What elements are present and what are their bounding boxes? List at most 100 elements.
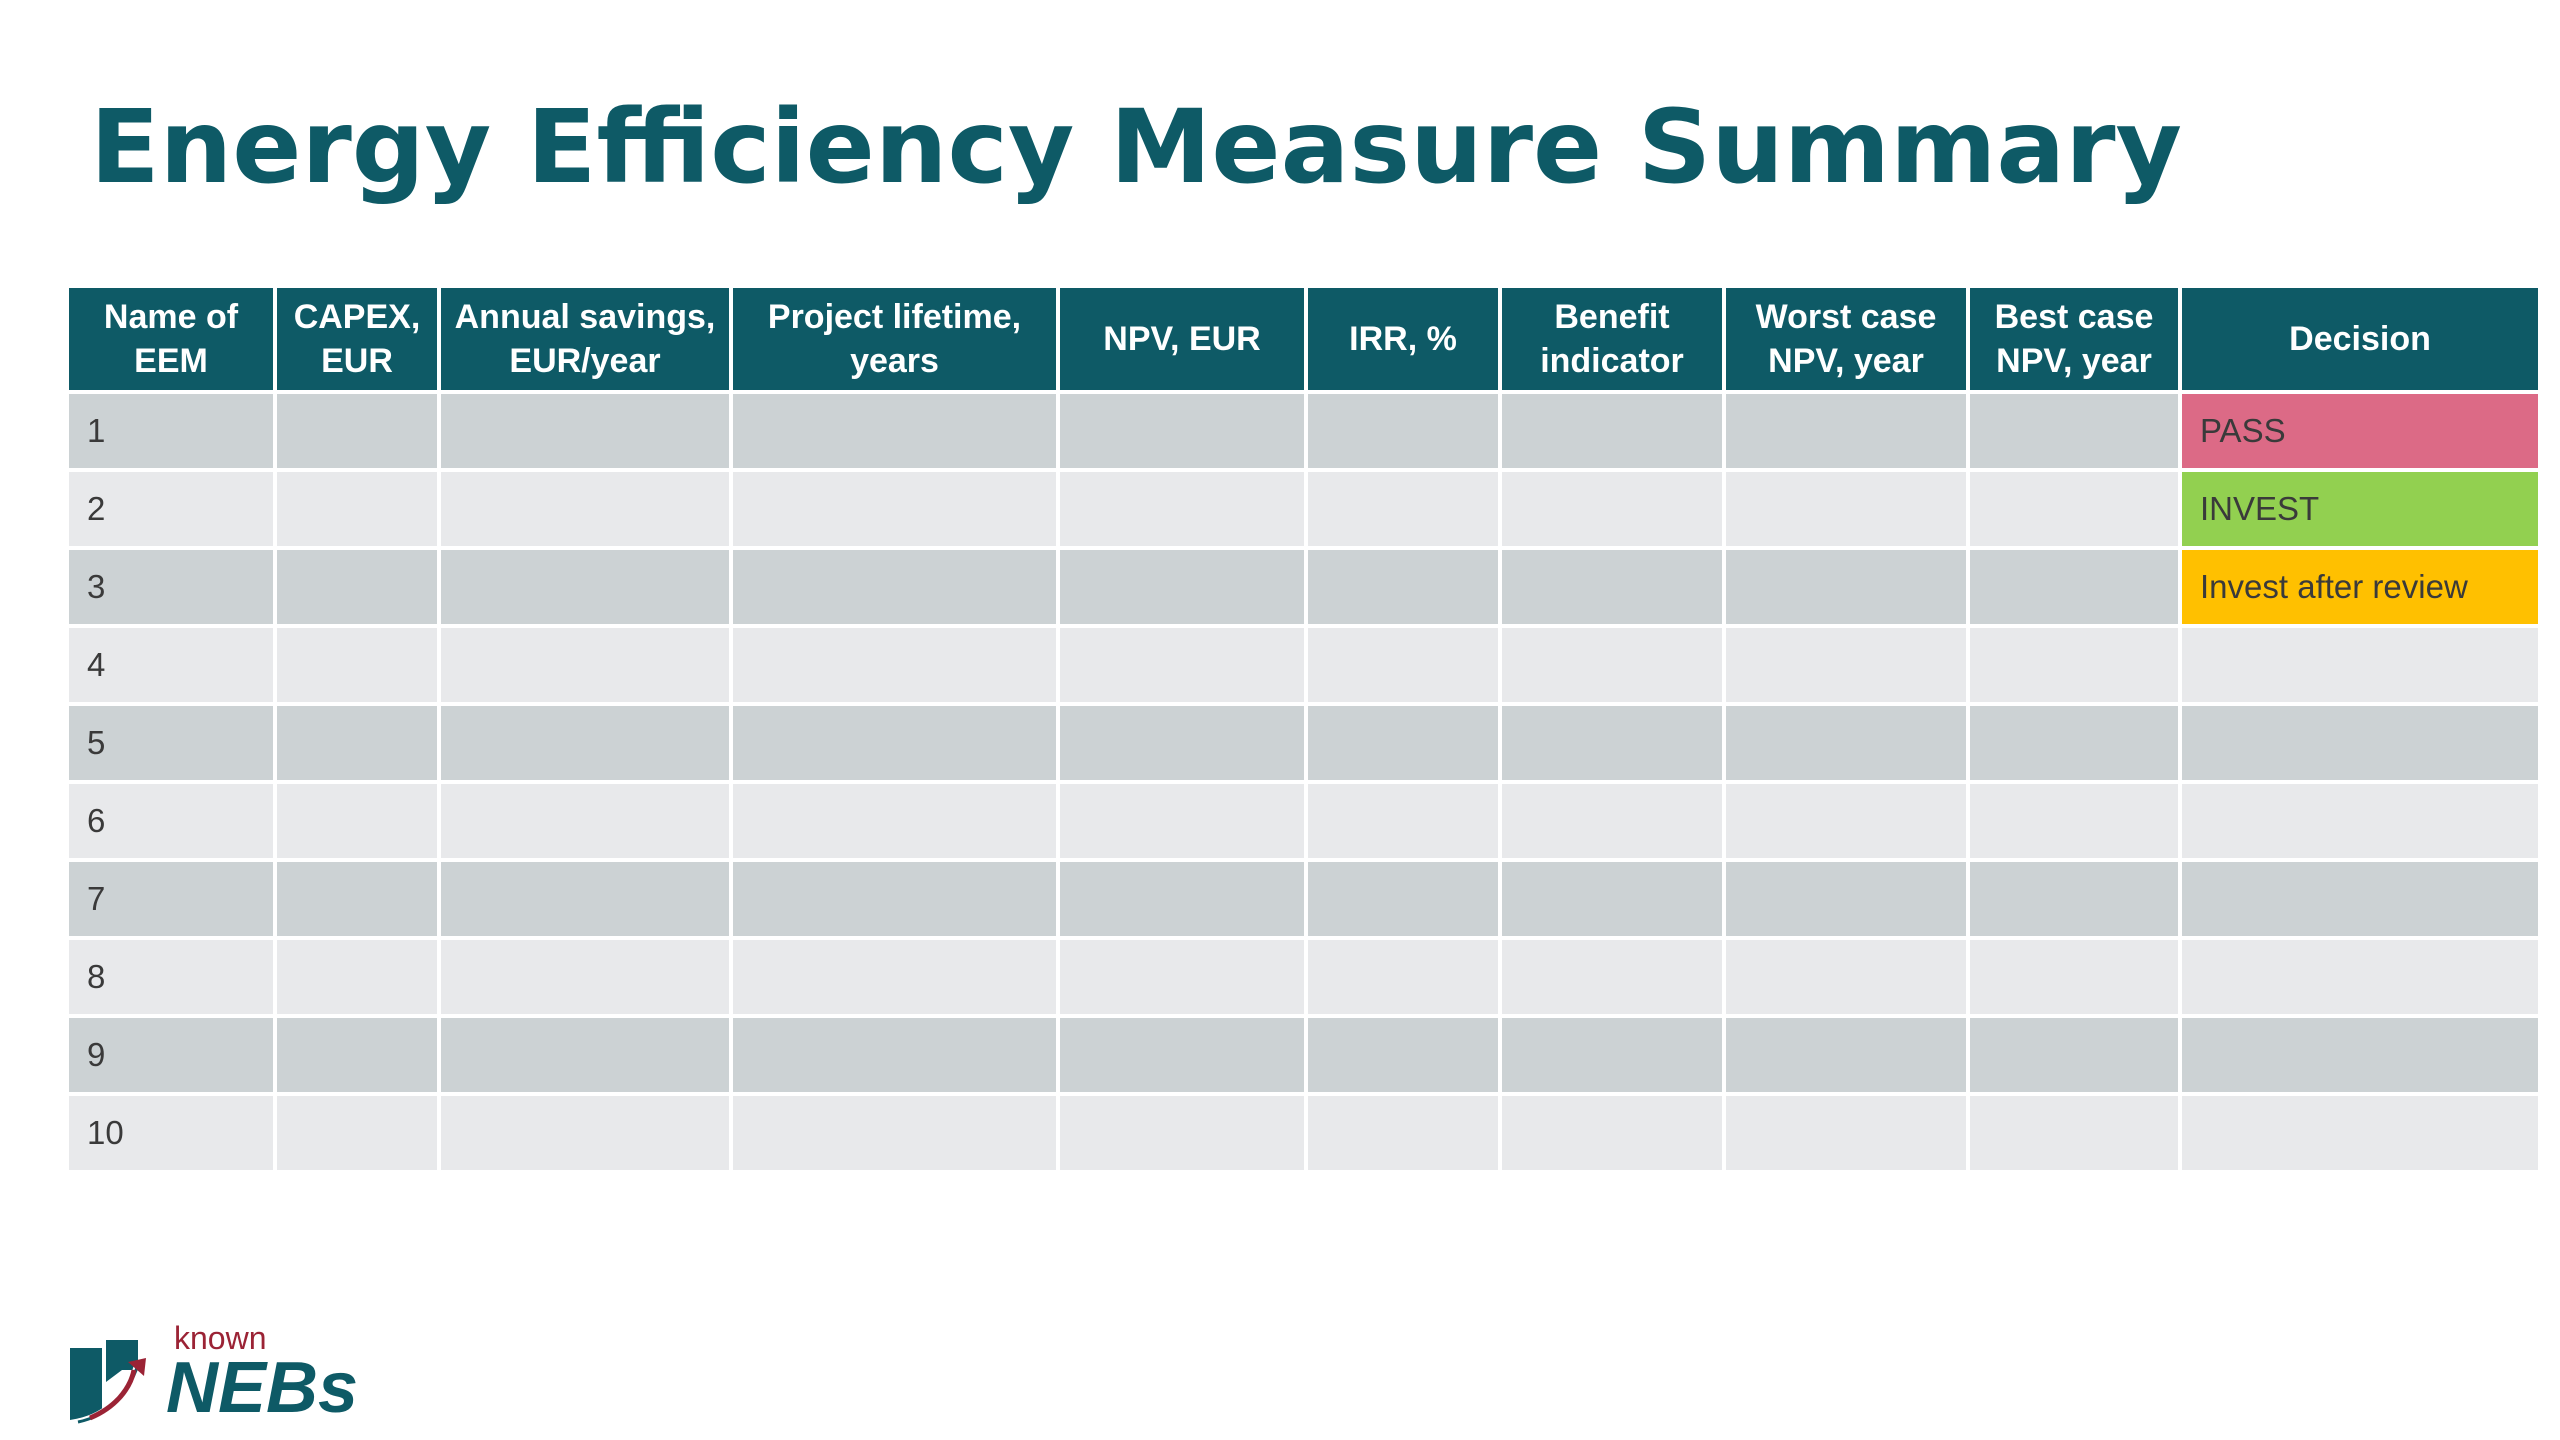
annual-savings-cell[interactable]	[441, 784, 729, 858]
annual-savings-cell[interactable]	[441, 628, 729, 702]
capex-cell[interactable]	[277, 472, 437, 546]
decision-cell-invest[interactable]: INVEST	[2182, 472, 2538, 546]
npv-cell[interactable]	[1060, 628, 1304, 702]
benefit-indicator-cell[interactable]	[1502, 472, 1722, 546]
irr-cell[interactable]	[1308, 628, 1498, 702]
npv-cell[interactable]	[1060, 1096, 1304, 1170]
worst-case-npv-cell[interactable]	[1726, 706, 1966, 780]
worst-case-npv-cell[interactable]	[1726, 550, 1966, 624]
annual-savings-cell[interactable]	[441, 1096, 729, 1170]
capex-cell[interactable]	[277, 784, 437, 858]
project-lifetime-cell[interactable]	[733, 1018, 1056, 1092]
worst-case-npv-cell[interactable]	[1726, 784, 1966, 858]
project-lifetime-cell[interactable]	[733, 706, 1056, 780]
eem-name-cell[interactable]: 8	[69, 940, 273, 1014]
project-lifetime-cell[interactable]	[733, 940, 1056, 1014]
npv-cell[interactable]	[1060, 940, 1304, 1014]
project-lifetime-cell[interactable]	[733, 394, 1056, 468]
benefit-indicator-cell[interactable]	[1502, 1096, 1722, 1170]
irr-cell[interactable]	[1308, 550, 1498, 624]
npv-cell[interactable]	[1060, 550, 1304, 624]
worst-case-npv-cell[interactable]	[1726, 862, 1966, 936]
benefit-indicator-cell[interactable]	[1502, 394, 1722, 468]
project-lifetime-cell[interactable]	[733, 1096, 1056, 1170]
decision-cell[interactable]	[2182, 628, 2538, 702]
decision-cell[interactable]	[2182, 1018, 2538, 1092]
npv-cell[interactable]	[1060, 472, 1304, 546]
capex-cell[interactable]	[277, 1096, 437, 1170]
project-lifetime-cell[interactable]	[733, 550, 1056, 624]
annual-savings-cell[interactable]	[441, 1018, 729, 1092]
worst-case-npv-cell[interactable]	[1726, 1018, 1966, 1092]
project-lifetime-cell[interactable]	[733, 784, 1056, 858]
worst-case-npv-cell[interactable]	[1726, 394, 1966, 468]
npv-cell[interactable]	[1060, 706, 1304, 780]
eem-name-cell[interactable]: 5	[69, 706, 273, 780]
annual-savings-cell[interactable]	[441, 706, 729, 780]
npv-cell[interactable]	[1060, 862, 1304, 936]
irr-cell[interactable]	[1308, 472, 1498, 546]
benefit-indicator-cell[interactable]	[1502, 706, 1722, 780]
capex-cell[interactable]	[277, 940, 437, 1014]
eem-name-cell[interactable]: 1	[69, 394, 273, 468]
decision-cell-review[interactable]: Invest after review	[2182, 550, 2538, 624]
decision-cell[interactable]	[2182, 862, 2538, 936]
best-case-npv-cell[interactable]	[1970, 1096, 2178, 1170]
project-lifetime-cell[interactable]	[733, 628, 1056, 702]
npv-cell[interactable]	[1060, 1018, 1304, 1092]
capex-cell[interactable]	[277, 550, 437, 624]
benefit-indicator-cell[interactable]	[1502, 1018, 1722, 1092]
eem-name-cell[interactable]: 7	[69, 862, 273, 936]
capex-cell[interactable]	[277, 394, 437, 468]
project-lifetime-cell[interactable]	[733, 862, 1056, 936]
project-lifetime-cell[interactable]	[733, 472, 1056, 546]
best-case-npv-cell[interactable]	[1970, 472, 2178, 546]
benefit-indicator-cell[interactable]	[1502, 862, 1722, 936]
best-case-npv-cell[interactable]	[1970, 706, 2178, 780]
best-case-npv-cell[interactable]	[1970, 394, 2178, 468]
annual-savings-cell[interactable]	[441, 472, 729, 546]
annual-savings-cell[interactable]	[441, 394, 729, 468]
worst-case-npv-cell[interactable]	[1726, 472, 1966, 546]
best-case-npv-cell[interactable]	[1970, 862, 2178, 936]
benefit-indicator-cell[interactable]	[1502, 550, 1722, 624]
eem-name-cell[interactable]: 10	[69, 1096, 273, 1170]
worst-case-npv-cell[interactable]	[1726, 628, 1966, 702]
capex-cell[interactable]	[277, 862, 437, 936]
npv-cell[interactable]	[1060, 784, 1304, 858]
irr-cell[interactable]	[1308, 784, 1498, 858]
capex-cell[interactable]	[277, 628, 437, 702]
irr-cell[interactable]	[1308, 706, 1498, 780]
annual-savings-cell[interactable]	[441, 940, 729, 1014]
eem-name-cell[interactable]: 9	[69, 1018, 273, 1092]
annual-savings-cell[interactable]	[441, 550, 729, 624]
annual-savings-cell[interactable]	[441, 862, 729, 936]
capex-cell[interactable]	[277, 1018, 437, 1092]
best-case-npv-cell[interactable]	[1970, 628, 2178, 702]
worst-case-npv-cell[interactable]	[1726, 1096, 1966, 1170]
benefit-indicator-cell[interactable]	[1502, 628, 1722, 702]
capex-cell[interactable]	[277, 706, 437, 780]
irr-cell[interactable]	[1308, 940, 1498, 1014]
worst-case-npv-cell[interactable]	[1726, 940, 1966, 1014]
eem-name-cell[interactable]: 3	[69, 550, 273, 624]
npv-cell[interactable]	[1060, 394, 1304, 468]
eem-name-cell[interactable]: 4	[69, 628, 273, 702]
decision-cell-pass[interactable]: PASS	[2182, 394, 2538, 468]
best-case-npv-cell[interactable]	[1970, 1018, 2178, 1092]
decision-cell[interactable]	[2182, 940, 2538, 1014]
best-case-npv-cell[interactable]	[1970, 940, 2178, 1014]
benefit-indicator-cell[interactable]	[1502, 940, 1722, 1014]
decision-cell[interactable]	[2182, 706, 2538, 780]
best-case-npv-cell[interactable]	[1970, 784, 2178, 858]
irr-cell[interactable]	[1308, 1018, 1498, 1092]
eem-name-cell[interactable]: 2	[69, 472, 273, 546]
irr-cell[interactable]	[1308, 1096, 1498, 1170]
benefit-indicator-cell[interactable]	[1502, 784, 1722, 858]
eem-name-cell[interactable]: 6	[69, 784, 273, 858]
irr-cell[interactable]	[1308, 862, 1498, 936]
irr-cell[interactable]	[1308, 394, 1498, 468]
decision-cell[interactable]	[2182, 1096, 2538, 1170]
best-case-npv-cell[interactable]	[1970, 550, 2178, 624]
decision-cell[interactable]	[2182, 784, 2538, 858]
